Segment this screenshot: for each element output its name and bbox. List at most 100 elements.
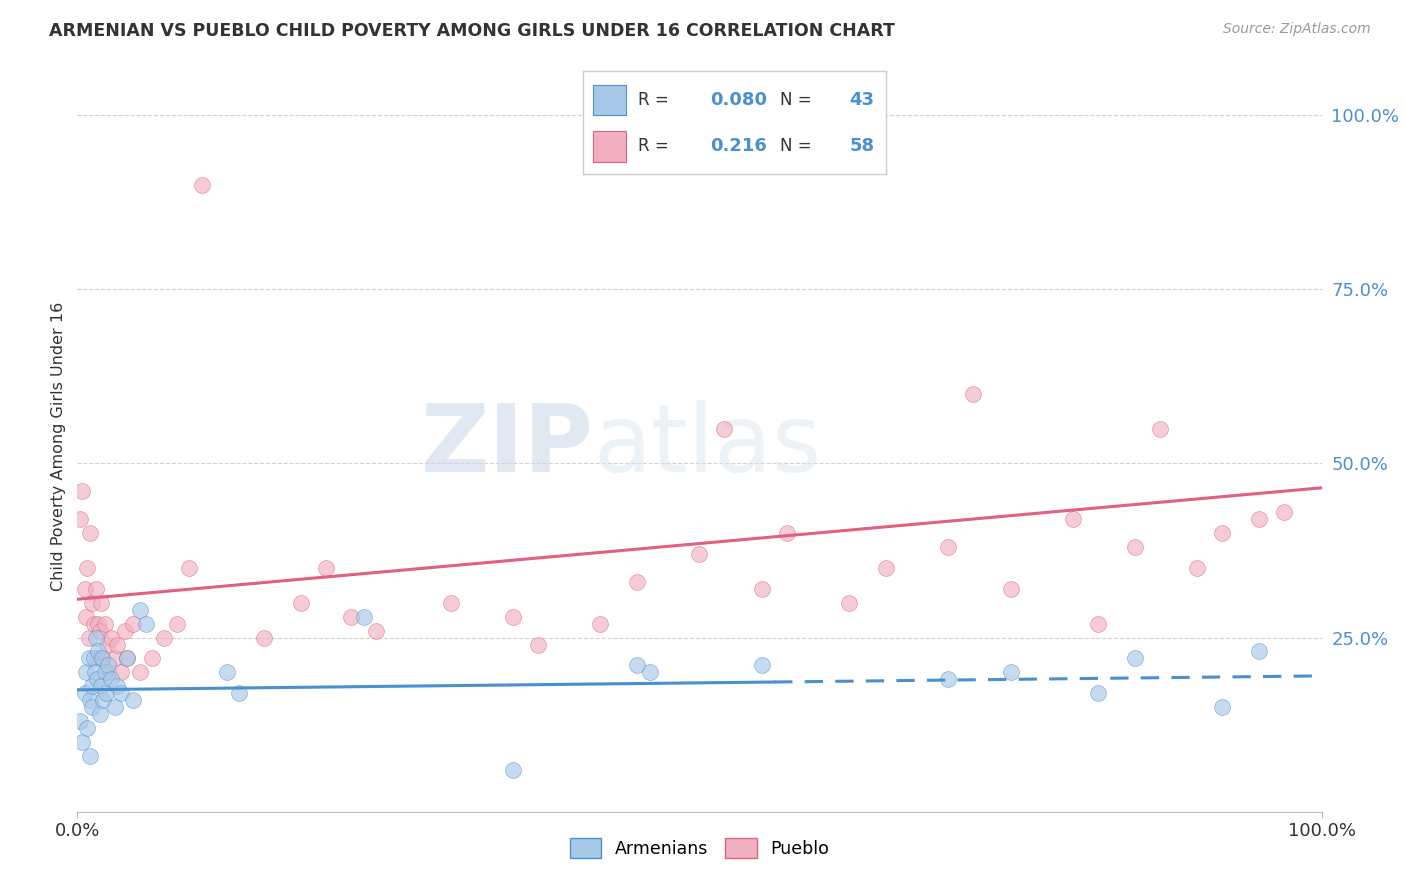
Point <box>1087 616 1109 631</box>
Point <box>97 665 120 680</box>
Point <box>166 616 188 631</box>
Point <box>75 665 97 680</box>
Point <box>502 763 524 777</box>
Point <box>751 658 773 673</box>
Point <box>75 609 97 624</box>
Point <box>1211 526 1233 541</box>
Point <box>315 561 337 575</box>
Point <box>526 638 548 652</box>
Point <box>1062 512 1084 526</box>
Point <box>76 561 98 575</box>
Point <box>89 624 111 638</box>
Text: 0.216: 0.216 <box>710 137 768 155</box>
Point <box>1000 582 1022 596</box>
Point <box>90 679 112 693</box>
Point <box>100 631 122 645</box>
Point <box>353 609 375 624</box>
Point <box>589 616 612 631</box>
Point <box>135 616 157 631</box>
Text: N =: N = <box>780 137 817 155</box>
Point <box>76 721 98 735</box>
Point <box>97 658 120 673</box>
Point <box>83 665 105 680</box>
Point <box>87 644 110 658</box>
Point <box>1187 561 1209 575</box>
Point <box>72 484 94 499</box>
Point <box>364 624 387 638</box>
Point <box>340 609 363 624</box>
Point <box>1000 665 1022 680</box>
Point <box>775 526 797 541</box>
Point <box>1249 512 1271 526</box>
Point <box>689 547 711 561</box>
Point <box>93 616 115 631</box>
Point <box>875 561 897 575</box>
Point <box>93 693 115 707</box>
Point <box>838 596 860 610</box>
Point <box>86 651 108 665</box>
Point <box>105 638 128 652</box>
Point <box>626 658 648 673</box>
Point <box>69 512 91 526</box>
Text: N =: N = <box>780 91 817 109</box>
Point <box>90 596 112 610</box>
Text: ARMENIAN VS PUEBLO CHILD POVERTY AMONG GIRLS UNDER 16 CORRELATION CHART: ARMENIAN VS PUEBLO CHILD POVERTY AMONG G… <box>49 22 896 40</box>
Point <box>87 616 110 631</box>
Point <box>96 638 118 652</box>
Point <box>77 631 100 645</box>
Point <box>141 651 163 665</box>
Point <box>89 707 111 722</box>
Point <box>94 686 117 700</box>
Point <box>82 679 104 693</box>
Point <box>82 700 104 714</box>
Point <box>751 582 773 596</box>
Point <box>114 624 136 638</box>
Point <box>79 526 101 541</box>
Text: R =: R = <box>638 137 673 155</box>
Point <box>104 700 127 714</box>
Point <box>228 686 250 700</box>
Text: 0.080: 0.080 <box>710 91 768 109</box>
Point <box>1149 421 1171 435</box>
Point <box>215 665 238 680</box>
Point <box>104 651 127 665</box>
Point <box>91 651 114 665</box>
Point <box>79 693 101 707</box>
Point <box>110 686 132 700</box>
Point <box>128 665 150 680</box>
Point <box>1087 686 1109 700</box>
Point <box>1123 540 1146 554</box>
Point <box>86 673 108 687</box>
Point <box>713 421 735 435</box>
Point <box>1272 505 1295 519</box>
Text: ZIP: ZIP <box>420 400 593 492</box>
Bar <box>592 85 626 115</box>
Point <box>115 651 138 665</box>
Point <box>72 735 94 749</box>
Point <box>82 596 104 610</box>
Point <box>83 651 105 665</box>
Point <box>69 714 91 728</box>
Point <box>253 631 276 645</box>
Point <box>938 540 960 554</box>
Point <box>84 582 107 596</box>
Point <box>1123 651 1146 665</box>
Point <box>626 574 648 589</box>
Text: R =: R = <box>638 91 673 109</box>
Point <box>115 651 138 665</box>
Point <box>638 665 661 680</box>
Point <box>153 631 176 645</box>
Text: 43: 43 <box>849 91 875 109</box>
Point <box>122 693 145 707</box>
Point <box>938 673 960 687</box>
Point <box>122 616 145 631</box>
Point <box>83 616 105 631</box>
Bar <box>592 131 626 161</box>
Point <box>93 665 115 680</box>
Point <box>79 749 101 764</box>
Point <box>1211 700 1233 714</box>
Point <box>290 596 312 610</box>
Text: 58: 58 <box>849 137 875 155</box>
Point <box>440 596 463 610</box>
Point <box>110 665 132 680</box>
